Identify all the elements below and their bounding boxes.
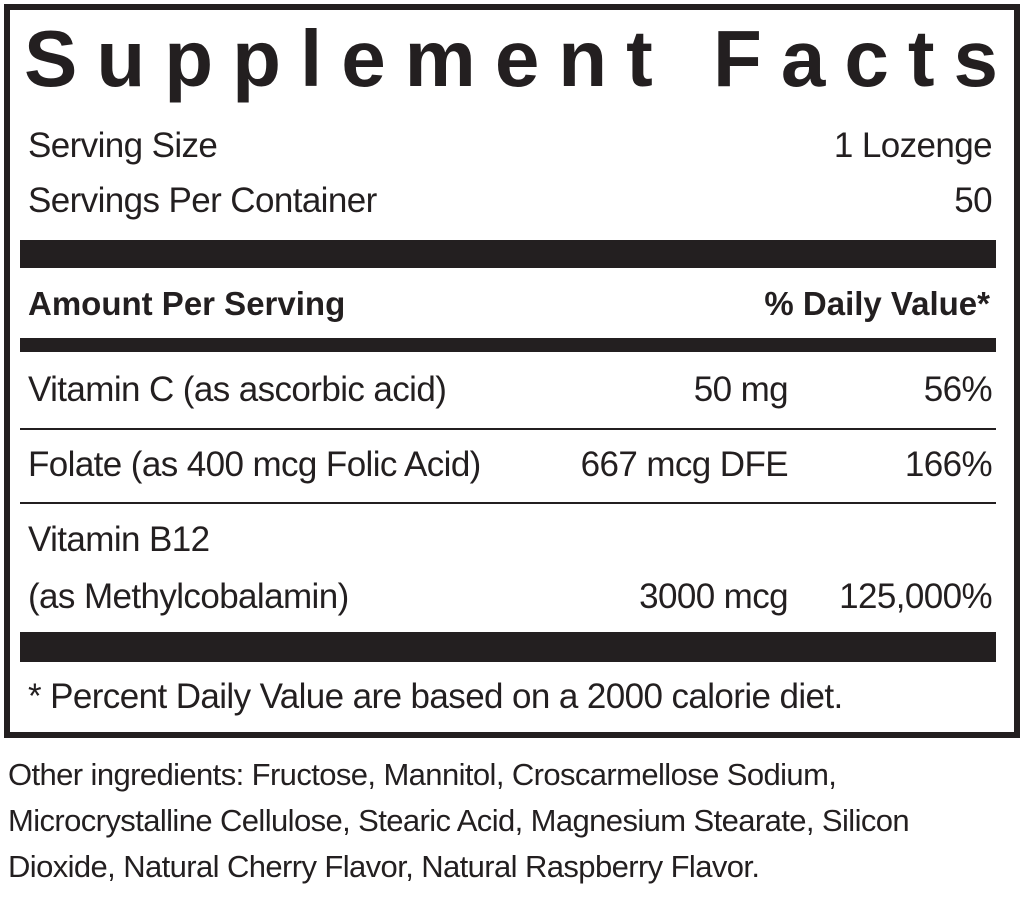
amount-per-serving-header: Amount Per Serving: [28, 285, 346, 322]
nutrient-daily-value: 125,000%: [839, 577, 992, 616]
other-ingredients: Other ingredients: Fructose, Mannitol, C…: [8, 757, 910, 884]
nutrient-amount: 3000 mcg: [639, 577, 789, 616]
nutrient-name: Vitamin C (as ascorbic acid): [28, 370, 447, 409]
daily-value-header: % Daily Value*: [764, 285, 990, 322]
serving-size-label: Serving Size: [28, 126, 218, 165]
nutrient-name: Folate (as 400 mcg Folic Acid): [28, 445, 481, 484]
servings-per-container-value: 50: [954, 181, 992, 220]
nutrient-amount: 667 mcg DFE: [580, 445, 789, 484]
divider-thick: [20, 632, 996, 662]
nutrient-name-detail: (as Methylcobalamin): [28, 577, 349, 616]
divider-thick: [20, 240, 996, 268]
footnote: * Percent Daily Value are based on a 200…: [28, 677, 843, 716]
nutrient-daily-value: 166%: [904, 445, 993, 484]
servings-per-container-label: Servings Per Container: [28, 181, 377, 220]
row-divider: [20, 502, 996, 504]
panel-title: Supplement Facts: [24, 14, 1018, 103]
supplement-facts-panel: [4, 4, 1020, 738]
nutrient-daily-value: 56%: [923, 370, 993, 409]
nutrient-amount: 50 mg: [693, 370, 789, 409]
nutrient-name: Vitamin B12: [28, 520, 210, 559]
row-divider: [20, 428, 996, 430]
divider-medium: [20, 338, 996, 352]
serving-size-value: 1 Lozenge: [833, 126, 993, 165]
